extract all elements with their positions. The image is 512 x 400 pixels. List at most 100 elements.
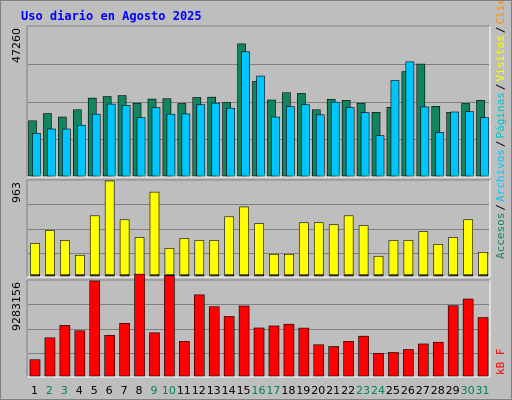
visitas-bar-day-31-fill [478, 252, 488, 277]
visitas-bar-day-16 [254, 223, 264, 277]
archivos-bar-day-5-fill [91, 113, 101, 177]
day-label-26: 26 [401, 384, 415, 397]
kbytes-bar-day-11-fill [179, 341, 190, 377]
kbytes-bar-day-22 [343, 341, 354, 377]
kbytes-bar-day-11 [179, 341, 190, 377]
archivos-bar-day-8-fill [136, 117, 146, 177]
visitas-bar-day-20 [313, 222, 324, 277]
top-legend-accesos: Accesos [494, 213, 507, 259]
kbytes-bar-day-9 [149, 332, 160, 377]
kbytes-bar-day-7 [119, 322, 130, 377]
top-legend-separator-7: / [494, 27, 507, 34]
middle-axis-max-label: 963 [10, 182, 23, 203]
visitas-bar-day-31 [478, 252, 488, 277]
kbytes-bar-day-30 [462, 298, 474, 377]
visitas-bar-day-9 [149, 191, 160, 277]
visitas-bar-day-29 [448, 237, 458, 277]
archivos-bar-day-23-fill [360, 112, 370, 177]
kbytes-bar-day-4-fill [74, 330, 86, 377]
top-legend-visitas: Visitas [494, 35, 507, 81]
day-label-31: 31 [476, 384, 490, 397]
visitas-bar-day-12-fill [194, 240, 205, 277]
kbytes-bar-day-17-fill [268, 325, 280, 377]
visitas-bar-day-13 [209, 240, 220, 277]
kbytes-bar-day-26-fill [403, 349, 414, 377]
visitas-bar-day-18-fill [284, 253, 294, 277]
visitas-bar-day-23 [358, 225, 369, 277]
visitas-bar-day-6 [104, 180, 115, 277]
day-label-16: 16 [252, 384, 266, 397]
archivos-bar-day-6-fill [106, 103, 116, 177]
archivos-bar-day-24-fill [375, 135, 385, 177]
kbytes-bar-day-7-fill [119, 322, 130, 377]
kbytes-bar-day-2-fill [44, 337, 56, 377]
kbytes-bar-day-25-fill [388, 352, 399, 377]
kbytes-bar-day-9-fill [149, 332, 160, 377]
kbytes-bar-day-4 [74, 330, 86, 377]
archivos-bar-day-4-fill [77, 124, 86, 177]
day-label-14: 14 [222, 384, 236, 397]
archivos-bar-day-26 [405, 61, 415, 177]
day-label-25: 25 [386, 384, 400, 397]
archivos-bar-day-29 [450, 111, 459, 177]
kbytes-bar-day-15 [238, 305, 250, 377]
archivos-bar-day-9 [151, 107, 161, 177]
visitas-bar-day-17 [269, 253, 279, 277]
day-label-5: 5 [91, 384, 98, 397]
kbytes-bar-day-13 [208, 306, 220, 377]
kbytes-bar-day-8 [134, 273, 145, 377]
archivos-bar-day-11-fill [181, 113, 191, 177]
day-label-11: 11 [177, 384, 191, 397]
archivos-bar-day-1 [32, 133, 41, 177]
archivos-bar-day-8 [136, 117, 146, 177]
archivos-bar-day-12-fill [196, 104, 206, 177]
visitas-bar-day-2 [45, 230, 55, 277]
day-label-8: 8 [136, 384, 143, 397]
kbytes-bar-day-29-fill [447, 305, 459, 377]
kbytes-bar-day-20-fill [313, 344, 325, 377]
day-label-19: 19 [296, 384, 310, 397]
kbytes-bar-day-16-fill [253, 327, 265, 377]
kbytes-bar-day-16 [253, 327, 265, 377]
kbytes-bar-day-10-fill [164, 275, 175, 377]
day-label-29: 29 [446, 384, 460, 397]
visitas-bar-day-14 [224, 216, 234, 277]
archivos-bar-day-21 [330, 101, 340, 177]
visitas-bar-day-7-fill [119, 219, 130, 277]
kbytes-bar-day-21 [328, 346, 340, 377]
visitas-bar-day-2-fill [45, 230, 55, 277]
visitas-bar-day-12 [194, 240, 205, 277]
visitas-bar-day-18 [284, 253, 294, 277]
kbytes-bar-day-5-fill [89, 280, 101, 377]
archivos-bar-day-28 [435, 132, 445, 177]
kbytes-bar-day-23-fill [358, 335, 369, 377]
visitas-bar-day-5-fill [89, 215, 100, 277]
kbytes-bar-day-6-fill [104, 335, 115, 377]
day-label-3: 3 [61, 384, 68, 397]
archivos-bar-day-5 [91, 113, 101, 177]
archivos-bar-day-25-fill [390, 80, 400, 177]
bottom-legend: kB F [494, 349, 507, 376]
visitas-bar-day-28-fill [433, 244, 444, 277]
kbytes-bar-day-14-fill [223, 316, 235, 377]
archivos-bar-day-20-fill [315, 114, 325, 177]
chart-title: Uso diario en Agosto 2025 [21, 9, 202, 23]
day-label-30: 30 [461, 384, 475, 397]
day-label-4: 4 [76, 384, 83, 397]
visitas-bar-day-15 [239, 206, 249, 277]
visitas-bar-day-25 [388, 240, 399, 277]
top-legend-separator-5: / [494, 83, 507, 90]
visitas-bar-day-17-fill [269, 253, 279, 277]
visitas-bar-day-15-fill [239, 206, 249, 277]
kbytes-bar-day-1 [29, 359, 41, 377]
archivos-bar-day-27 [420, 106, 430, 177]
visitas-bar-day-22-fill [343, 215, 354, 277]
visitas-bar-day-8 [134, 237, 145, 277]
top-legend-separator-1: / [494, 204, 507, 211]
archivos-bar-day-18-fill [286, 106, 295, 177]
visitas-bar-day-19 [299, 222, 309, 277]
day-label-13: 13 [207, 384, 221, 397]
archivos-bar-day-20 [315, 114, 325, 177]
bottom-legend-kbf: kB F [494, 349, 507, 376]
